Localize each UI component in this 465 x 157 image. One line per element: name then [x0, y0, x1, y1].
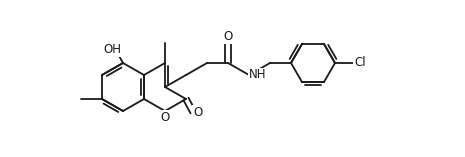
Text: NH: NH — [249, 68, 266, 81]
Text: O: O — [223, 30, 232, 43]
Text: O: O — [193, 106, 202, 119]
Text: OH: OH — [103, 43, 121, 56]
Text: O: O — [160, 111, 170, 124]
Text: Cl: Cl — [354, 57, 365, 70]
